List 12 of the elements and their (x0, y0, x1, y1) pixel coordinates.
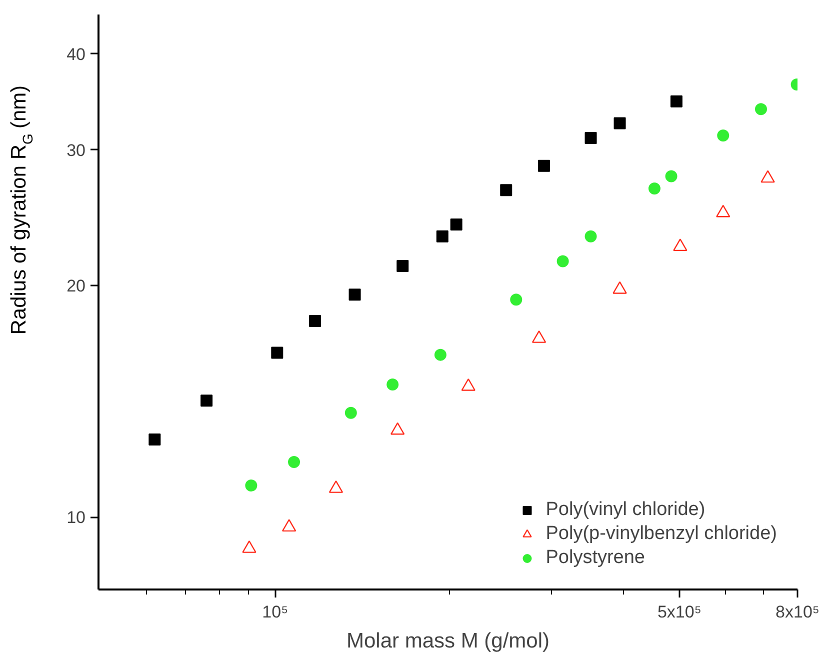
y-tick-label: 40 (66, 44, 86, 64)
legend-label: Polystyrene (546, 547, 646, 569)
x-tick-label: 5x10⁵ (657, 602, 702, 622)
legend-label: Poly(p-vinylbenzyl chloride) (546, 523, 777, 545)
y-axis-title: Radius of gyration RG (nm) (8, 85, 36, 335)
y-tick-label: 10 (66, 508, 86, 528)
y-tick-label: 30 (66, 140, 86, 160)
y-tick-label: 20 (66, 276, 86, 296)
legend-label: Poly(vinyl chloride) (546, 499, 706, 521)
x-tick-label: 8x10⁵ (776, 602, 820, 622)
x-tick-label: 10⁵ (262, 602, 288, 622)
x-axis-title: Molar mass M (g/mol) (346, 630, 550, 652)
